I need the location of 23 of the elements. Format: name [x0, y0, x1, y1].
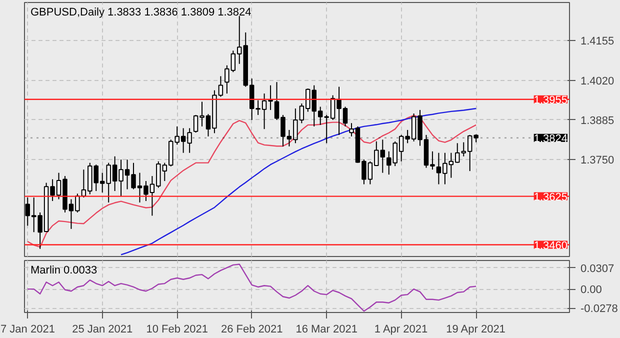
line-series	[120, 108, 477, 256]
ref-line-label: 1.3824	[534, 132, 568, 145]
x-tick-label: 1 Apr 2021	[374, 324, 428, 336]
ref-line-label: 1.3955	[534, 94, 568, 106]
y-tick-label: 0.0307	[580, 262, 614, 275]
line-series	[27, 264, 477, 312]
ref-line-label: 1.3460	[534, 240, 568, 252]
chart-title: GBPUSD,Daily 1.3833 1.3836 1.3809 1.3824	[30, 6, 252, 18]
x-tick-label: 10 Feb 2021	[146, 324, 208, 336]
y-tick-label: 1.4020	[580, 75, 614, 88]
y-tick-label: -0.0278	[580, 303, 618, 316]
x-tick-label: 16 Mar 2021	[296, 324, 358, 336]
line-series	[27, 114, 477, 248]
x-tick-label: 7 Jan 2021	[0, 324, 55, 336]
y-tick-label: 1.4155	[580, 36, 614, 48]
x-tick-label: 19 Apr 2021	[446, 324, 506, 336]
y-tick-label: 1.3750	[580, 154, 614, 167]
y-tick-label: 0.00	[580, 284, 602, 296]
x-tick-label: 26 Feb 2021	[220, 324, 283, 336]
ref-line-label: 1.3625	[534, 191, 568, 204]
x-tick-label: 25 Jan 2021	[72, 324, 133, 336]
chart-title: Marlin 0.0033	[30, 264, 98, 276]
y-tick-label: 1.3885	[580, 114, 614, 127]
